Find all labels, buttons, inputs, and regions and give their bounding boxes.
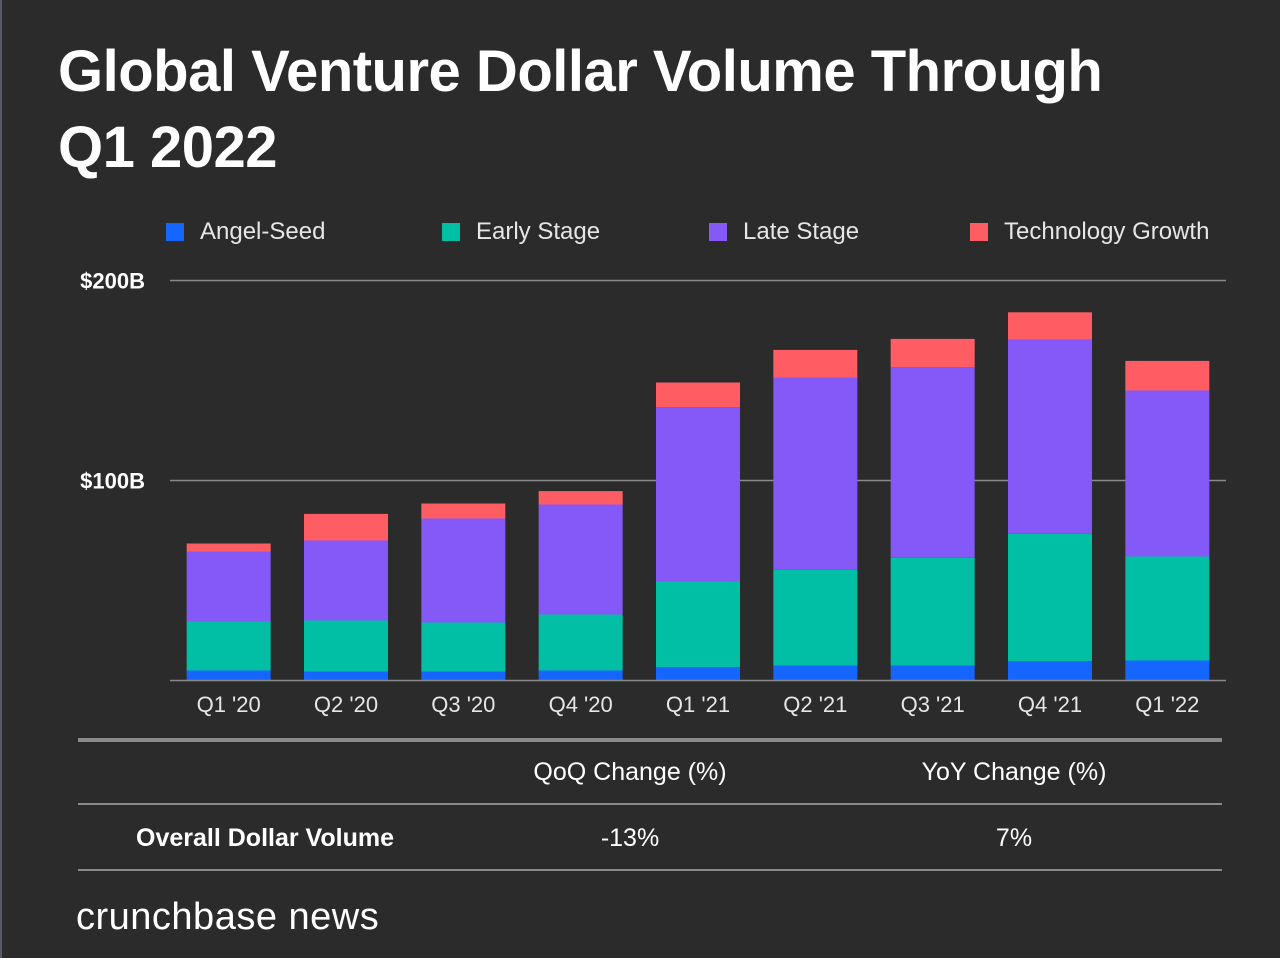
x-tick-label: Q1 '22 xyxy=(1135,692,1199,717)
y-tick-label: $100B xyxy=(80,469,145,494)
legend-swatch-late-stage xyxy=(709,223,727,241)
bar-segment-technology-growth xyxy=(1008,312,1092,340)
legend-label: Technology Growth xyxy=(1004,218,1210,245)
x-tick-label: Q4 '21 xyxy=(1018,692,1082,717)
bar-segment-angel-seed xyxy=(890,665,975,681)
title-line-1: Global Venture Dollar Volume Through xyxy=(58,39,1103,104)
bar-segment-angel-seed xyxy=(1008,661,1092,681)
bar-segment-late-stage xyxy=(656,407,740,582)
bar-segment-early-stage xyxy=(304,620,388,672)
chart-title: Global Venture Dollar Volume Through Q1 … xyxy=(58,34,1238,186)
row-label-overall-dollar-volume: Overall Dollar Volume xyxy=(136,824,394,852)
legend: Angel-Seed Early Stage Late Stage Techno… xyxy=(0,216,1280,248)
bar-segment-early-stage xyxy=(421,622,506,672)
bar-segment-angel-seed xyxy=(421,671,506,681)
bar-segment-angel-seed xyxy=(1125,660,1210,681)
bar-segment-technology-growth xyxy=(773,349,858,378)
bar-segment-late-stage xyxy=(1008,339,1092,534)
crunchbase-news-logo: crunchbase news xyxy=(76,896,380,938)
bar-segment-early-stage xyxy=(538,614,623,671)
x-tick-label: Q4 '20 xyxy=(549,692,613,717)
x-tick-label: Q3 '20 xyxy=(431,692,495,717)
bar-segment-angel-seed xyxy=(186,670,271,681)
bar-segment-early-stage xyxy=(656,581,740,668)
bar-segment-late-stage xyxy=(773,377,858,570)
bar-segment-late-stage xyxy=(890,367,975,558)
bar-segment-early-stage xyxy=(773,569,858,666)
qoq-header: QoQ Change (%) xyxy=(533,758,727,786)
x-tick-label: Q3 '21 xyxy=(901,692,965,717)
bar-segment-early-stage xyxy=(1125,556,1210,661)
legend-item-late-stage: Late Stage xyxy=(709,216,859,248)
left-border xyxy=(0,0,2,958)
legend-swatch-angel-seed xyxy=(166,223,184,241)
table-top-rule xyxy=(78,738,1222,742)
qoq-value: -13% xyxy=(600,824,660,852)
stacked-bar-chart: $100B $200B Q1 '20 Q2 '20 Q3 '20 Q4 '20 Q1 '21… xyxy=(80,269,1226,717)
x-tick-label: Q1 '21 xyxy=(666,692,730,717)
bar-segment-early-stage xyxy=(1008,533,1092,662)
bar-segment-angel-seed xyxy=(304,671,388,681)
bar-segment-late-stage xyxy=(538,504,623,615)
legend-label: Early Stage xyxy=(476,218,601,245)
bar-segment-technology-growth xyxy=(1125,360,1210,391)
y-tick-label: $200B xyxy=(80,269,145,294)
bar-segment-late-stage xyxy=(186,551,271,622)
yoy-header: YoY Change (%) xyxy=(921,758,1107,786)
title-line-2: Q1 2022 xyxy=(58,115,278,180)
yoy-value: 7% xyxy=(995,824,1033,852)
x-tick-label: Q1 '20 xyxy=(197,692,261,717)
bar-segment-early-stage xyxy=(186,621,271,671)
bar-segment-angel-seed xyxy=(538,670,623,681)
legend-item-technology-growth: Technology Growth xyxy=(970,216,1209,248)
x-tick-label: Q2 '20 xyxy=(314,692,378,717)
bar-segment-angel-seed xyxy=(773,665,858,681)
bar-segment-technology-growth xyxy=(186,543,271,552)
bar-segment-technology-growth xyxy=(538,491,623,505)
legend-item-early-stage: Early Stage xyxy=(442,216,600,248)
legend-item-angel-seed: Angel-Seed xyxy=(166,216,325,248)
table-bottom-rule xyxy=(78,869,1222,871)
bar-segment-technology-growth xyxy=(890,338,975,368)
bar-segment-early-stage xyxy=(890,557,975,666)
bar-segment-late-stage xyxy=(1125,390,1210,557)
x-tick-label: Q2 '21 xyxy=(783,692,847,717)
bar-segment-late-stage xyxy=(304,540,388,621)
legend-swatch-early-stage xyxy=(442,223,460,241)
bar-segment-technology-growth xyxy=(656,382,740,408)
bar-segment-technology-growth xyxy=(304,513,388,541)
bar-segment-angel-seed xyxy=(656,667,740,681)
bar-segment-late-stage xyxy=(421,518,506,623)
table-header-rule xyxy=(78,803,1222,805)
bar-segment-technology-growth xyxy=(421,503,506,519)
legend-label: Late Stage xyxy=(743,218,860,245)
legend-swatch-technology-growth xyxy=(970,223,988,241)
legend-label: Angel-Seed xyxy=(200,218,326,245)
